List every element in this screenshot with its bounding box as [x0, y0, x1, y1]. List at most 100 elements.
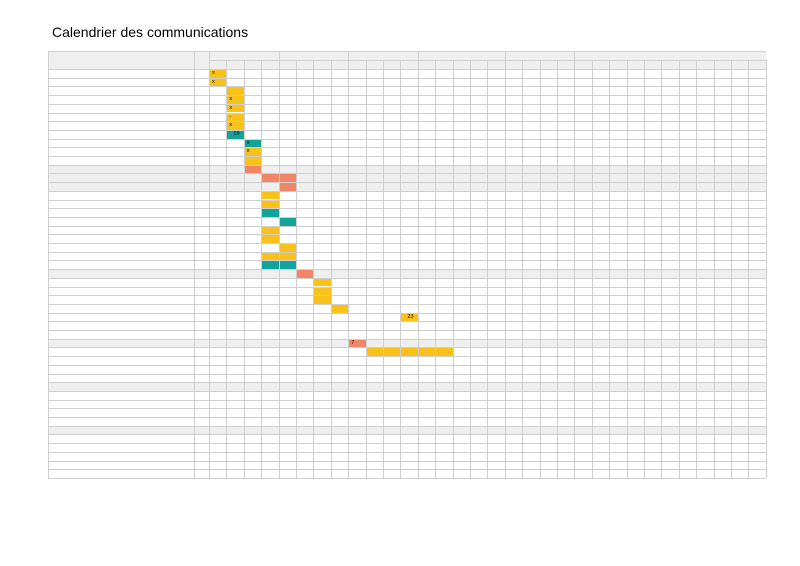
schedule-bar: [313, 295, 331, 304]
task-link[interactable]: [50, 200, 193, 209]
grid-line: [48, 303, 766, 305]
section-row-background: [48, 182, 766, 191]
schedule-bar: [278, 243, 296, 252]
task-link[interactable]: [50, 469, 193, 478]
page-title: Calendrier des communications: [52, 24, 249, 40]
schedule-bar: [313, 277, 331, 287]
task-column-header: [49, 53, 193, 67]
task-label: [50, 226, 193, 235]
schedule-bar: [243, 156, 262, 165]
grid-line: [48, 51, 49, 478]
grid-line: [696, 60, 698, 478]
schedule-bar: [278, 260, 296, 270]
schedule-bar: [261, 190, 279, 200]
section-label: [50, 165, 193, 174]
task-label: [50, 86, 193, 95]
schedule-bar: [261, 251, 279, 261]
grid-line: [48, 69, 766, 70]
schedule-bar: [243, 164, 262, 174]
schedule-bar: [278, 216, 296, 226]
grid-line: [435, 60, 437, 478]
day-label: [331, 60, 348, 69]
grid-line: [48, 260, 766, 262]
grid-line: [417, 51, 419, 478]
grid-line: [765, 60, 767, 478]
task-label: [50, 461, 193, 470]
grid-line: [48, 364, 766, 366]
grid-line: [261, 60, 263, 478]
grid-line: [713, 60, 715, 478]
schedule-bar: [435, 347, 453, 357]
grid-line: [48, 451, 766, 453]
grid-line: [48, 156, 766, 157]
grid-line: [748, 60, 750, 478]
schedule-bar: [330, 303, 349, 313]
schedule-bar: x: [209, 69, 227, 78]
grid-line: [48, 182, 766, 184]
day-label: [244, 60, 261, 69]
day-label: [226, 60, 243, 69]
section-row-background: [48, 338, 766, 348]
task-link[interactable]: [50, 104, 193, 113]
schedule-bar: [400, 347, 418, 357]
grid-line: [48, 199, 766, 201]
section-row-background: [48, 425, 766, 435]
grid-line: [48, 269, 766, 271]
grid-line: [48, 399, 766, 401]
day-label: [296, 60, 313, 69]
grid-line: [522, 60, 524, 478]
grid-line: [48, 408, 766, 410]
grid-line: [48, 86, 766, 88]
grid-line: [470, 60, 471, 478]
grid-line: [574, 51, 576, 478]
schedule-bar: [313, 286, 331, 296]
grid-line: [48, 95, 766, 97]
grid-line: [383, 60, 384, 478]
task-label: [50, 121, 193, 130]
grid-line: [48, 121, 766, 123]
day-label: [522, 60, 539, 69]
grid-line: [48, 164, 766, 166]
task-label: [50, 443, 193, 452]
task-label: [50, 130, 193, 139]
task-label: [50, 243, 193, 252]
task-label: [50, 234, 193, 243]
schedule-bar: -: [226, 112, 244, 122]
task-label: [50, 452, 193, 461]
day-label: [540, 60, 557, 69]
schedule-bar: [278, 182, 296, 191]
task-label: [50, 321, 193, 330]
grid-line: [48, 312, 766, 314]
month-label: [505, 51, 575, 60]
grid-line: [48, 103, 766, 105]
schedule-bar: 7: [348, 338, 366, 348]
schedule-bar: [261, 208, 279, 217]
day-label: [348, 60, 365, 69]
grid-line: [48, 330, 766, 331]
grid-line: [48, 190, 766, 192]
grid-line: [48, 147, 766, 149]
grid-line: [48, 251, 766, 253]
task-label: [50, 374, 193, 383]
grid-line: [644, 60, 645, 478]
task-label: [50, 287, 193, 296]
day-label: [279, 60, 296, 69]
schedule-bar: [296, 269, 314, 278]
grid-line: [48, 356, 766, 358]
grid-line: [208, 51, 210, 478]
day-label: [400, 60, 417, 69]
grid-line: [591, 60, 593, 478]
grid-line: [48, 51, 766, 52]
task-label: [50, 191, 193, 200]
section-label: [50, 173, 193, 182]
task-label: [50, 417, 193, 426]
grid-line: [278, 51, 280, 478]
grid-line: [557, 60, 558, 478]
schedule-bar: x: [243, 147, 262, 156]
grid-line: [48, 347, 766, 349]
schedule-bar: [278, 251, 296, 261]
task-label: [50, 408, 193, 417]
task-label: [50, 365, 193, 374]
day-label: [453, 60, 470, 69]
day-label: [209, 60, 226, 69]
